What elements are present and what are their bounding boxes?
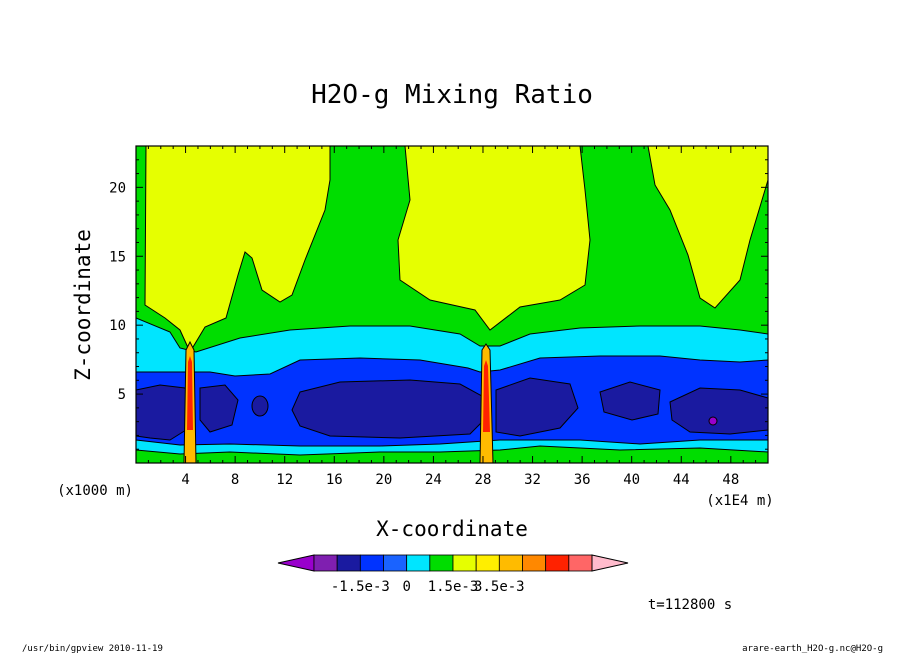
axis-ticks — [136, 146, 768, 463]
colorbar-labels: -1.5e-3 0 1.5e-33.5e-3 — [331, 579, 525, 595]
y-tick-label: 20 — [109, 180, 126, 196]
field-magenta-spot — [708, 416, 718, 426]
field-navy-edge — [669, 387, 768, 435]
field-navy-left — [136, 384, 191, 441]
field-yellow-mid — [397, 146, 591, 331]
colorbar-cell — [313, 554, 338, 572]
colorbar-tick-label: 3.5e-3 — [474, 579, 525, 595]
y-tick-label: 10 — [109, 318, 126, 334]
x-axis-label: X-coordinate — [376, 517, 528, 541]
x-tick-label: 28 — [475, 472, 492, 488]
x-tick-label: 40 — [623, 472, 640, 488]
colorbar-cell — [522, 554, 547, 572]
x-tick-label: 44 — [673, 472, 690, 488]
field-navy-far-right — [599, 381, 661, 421]
colorbar-over-triangle — [591, 554, 629, 572]
chart-title: H2O-g Mixing Ratio — [311, 80, 593, 110]
colorbar-cell — [452, 554, 477, 572]
y-tick-labels: 5 10 15 20 — [109, 180, 126, 403]
x-scale-note: (x1E4 m) — [706, 493, 773, 509]
x-tick-label: 8 — [231, 472, 239, 488]
plot-frame — [135, 145, 769, 464]
contour-field — [136, 146, 768, 463]
y-tick-label: 15 — [109, 249, 126, 265]
plume-mid-core — [483, 360, 490, 432]
x-tick-labels: 4 8 12 16 20 24 28 32 36 40 44 48 — [181, 472, 739, 488]
colorbar-cell — [545, 554, 570, 572]
colorbar-cell — [568, 554, 593, 572]
colorbar-cell — [429, 554, 454, 572]
colorbar — [277, 554, 629, 572]
colorbar-cell — [359, 554, 384, 572]
colorbar-cell — [383, 554, 408, 572]
colorbar-under-triangle — [277, 554, 315, 572]
colorbar-cell — [475, 554, 500, 572]
colorbar-cell — [498, 554, 523, 572]
colorbar-cell — [406, 554, 431, 572]
x-tick-label: 36 — [574, 472, 591, 488]
x-tick-label: 20 — [375, 472, 392, 488]
colorbar-tick-label: -1.5e-3 — [331, 579, 390, 595]
x-tick-label: 16 — [326, 472, 343, 488]
x-tick-label: 24 — [425, 472, 442, 488]
colorbar-tick-label: 1.5e-3 — [428, 579, 479, 595]
x-tick-label: 4 — [181, 472, 189, 488]
field-navy-center — [291, 379, 485, 439]
x-tick-label: 48 — [722, 472, 739, 488]
x-tick-label: 32 — [524, 472, 541, 488]
footer-left: /usr/bin/gpview 2010-11-19 — [22, 644, 163, 654]
field-navy-left2 — [199, 384, 239, 433]
x-tick-label: 12 — [276, 472, 293, 488]
y-tick-label: 5 — [118, 387, 126, 403]
footer-right: arare-earth_H2O-g.nc@H2O-g — [742, 644, 883, 654]
field-yellow-left — [144, 146, 331, 354]
plume-left-core — [187, 356, 193, 430]
colorbar-cell — [336, 554, 361, 572]
field-navy-right — [495, 377, 579, 437]
y-scale-note: (x1000 m) — [57, 483, 133, 499]
y-axis-label: Z-coordinate — [71, 229, 95, 381]
time-label: t=112800 s — [648, 597, 732, 613]
colorbar-tick-label: 0 — [402, 579, 410, 595]
field-navy-small — [251, 395, 269, 417]
field-yellow-right — [647, 146, 768, 309]
